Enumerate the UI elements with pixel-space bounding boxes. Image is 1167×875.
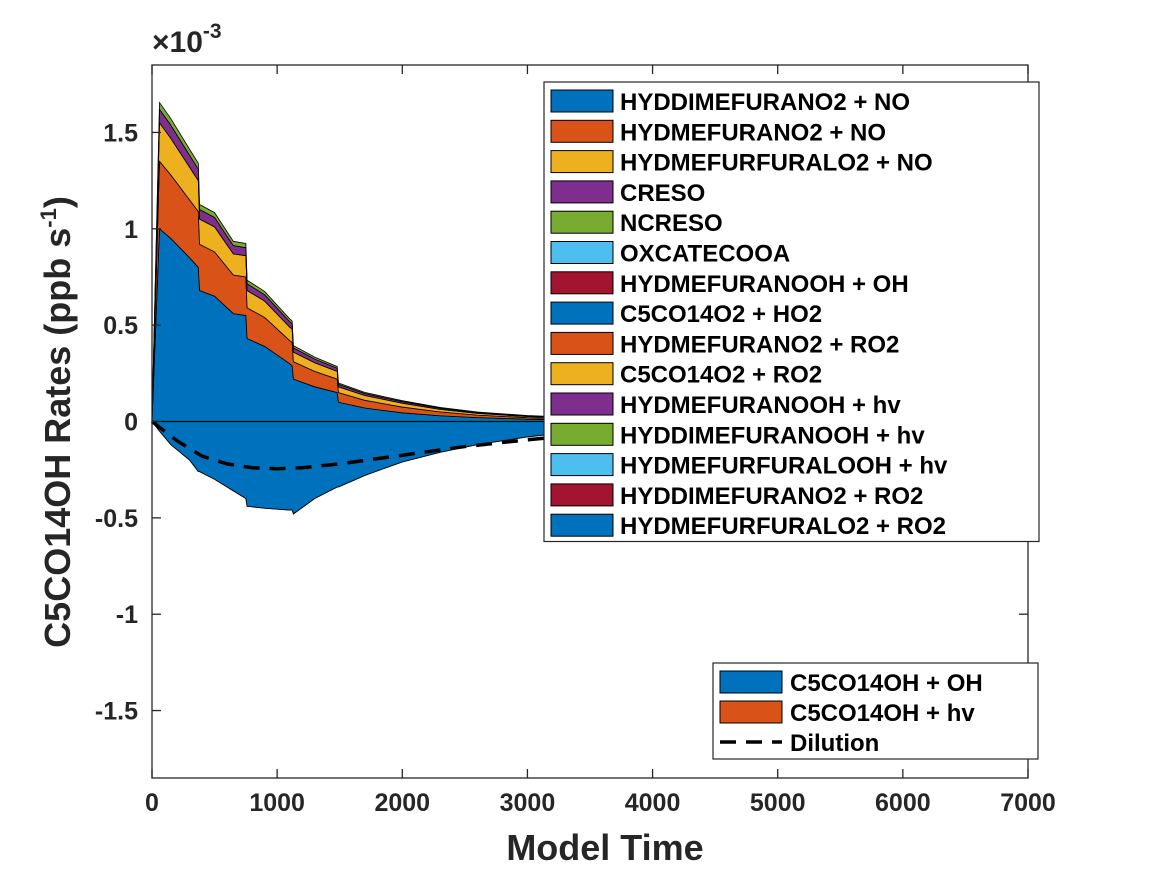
legend-top-swatch [550, 89, 614, 113]
y-tick-label: 0 [124, 409, 138, 437]
y-axis-title: C5CO14OH Rates (ppb s-1) [36, 196, 78, 648]
legend-bottom-swatch [719, 700, 783, 724]
y-tick-label: -1.5 [95, 698, 138, 726]
exponent-base: ×10 [152, 26, 203, 59]
legend-top-swatch [550, 483, 614, 507]
x-tick-label: 3000 [500, 789, 556, 817]
legend-top-label: HYDMEFURANOOH + OH [620, 271, 909, 298]
y-axis-title-exponent: -1 [36, 208, 61, 228]
legend-top-swatch [550, 453, 614, 477]
legend-top-label: HYDDIMEFURANO2 + RO2 [620, 483, 923, 510]
y-axis-title-close: ) [37, 196, 78, 208]
legend-bottom: C5CO14OH + OH C5CO14OH + hv Dilution [712, 662, 1039, 760]
legend-top-swatch [550, 362, 614, 386]
legend-top-swatch [550, 210, 614, 234]
y-tick-label: -1 [116, 601, 138, 629]
legend-top-label: HYDMEFURANO2 + NO [620, 119, 886, 146]
legend-top-swatch [550, 271, 614, 295]
legend-top-swatch [550, 241, 614, 264]
x-tick-label: 7000 [1000, 789, 1056, 817]
legend-top-swatch [550, 422, 614, 446]
exponent-power: -3 [203, 20, 222, 43]
axis-exponent-label: ×10-3 [152, 20, 222, 59]
x-tick-label: 4000 [625, 789, 681, 817]
legend-bottom-label: C5CO14OH + OH [790, 670, 983, 697]
y-tick-label: -0.5 [95, 505, 138, 533]
legend-top: HYDDIMEFURANO2 + NO HYDMEFURANO2 + NO HYDM… [543, 81, 1040, 543]
x-tick-label: 1000 [249, 789, 305, 817]
legend-top-label: C5CO14O2 + RO2 [620, 362, 822, 389]
legend-top-swatch [550, 331, 614, 355]
x-tick-label: 0 [145, 789, 159, 817]
legend-top-label: OXCATECOOA [620, 241, 790, 268]
y-tick-label: 1.5 [103, 119, 138, 147]
legend-top-label: NCRESO [620, 210, 723, 237]
legend-top-label: HYDMEFURANOOH + hv [620, 392, 901, 419]
x-tick-label: 6000 [875, 789, 931, 817]
legend-top-swatch [550, 180, 614, 204]
legend-top-label: HYDMEFURFURALO2 + RO2 [620, 513, 946, 540]
y-tick-label: 0.5 [103, 312, 138, 340]
x-axis-title: Model Time [506, 827, 703, 868]
legend-top-swatch [550, 392, 614, 416]
legend-top-swatch [550, 513, 614, 537]
x-tick-label: 2000 [374, 789, 430, 817]
legend-bottom-swatch [719, 670, 783, 694]
legend-bottom-label: C5CO14OH + hv [790, 700, 975, 727]
legend-top-label: HYDMEFURANO2 + RO2 [620, 331, 899, 358]
legend-top-swatch [550, 119, 614, 143]
legend-top-label: C5CO14O2 + HO2 [620, 301, 822, 328]
legend-top-label: HYDDIMEFURANO2 + NO [620, 89, 910, 116]
y-tick-label: 1 [124, 216, 138, 244]
legend-bottom-label: Dilution [790, 730, 879, 757]
legend-top-swatch [550, 301, 614, 325]
legend-top-label: HYDMEFURFURALO2 + NO [620, 150, 933, 177]
legend-top-label: HYDMEFURFURALOOH + hv [620, 453, 948, 480]
legend-top-label: CRESO [620, 180, 705, 207]
x-tick-label: 5000 [750, 789, 806, 817]
legend-top-label: HYDDIMEFURANOOH + hv [620, 422, 925, 449]
y-axis-title-main: C5CO14OH Rates (ppb s [37, 228, 78, 648]
axes: 0 1000 2000 3000 4000 5000 6000 7000 -1.5 -1 -0.5 0… [95, 64, 1056, 817]
legend-top-frame [543, 81, 1040, 543]
legend-top-swatch [550, 150, 614, 174]
